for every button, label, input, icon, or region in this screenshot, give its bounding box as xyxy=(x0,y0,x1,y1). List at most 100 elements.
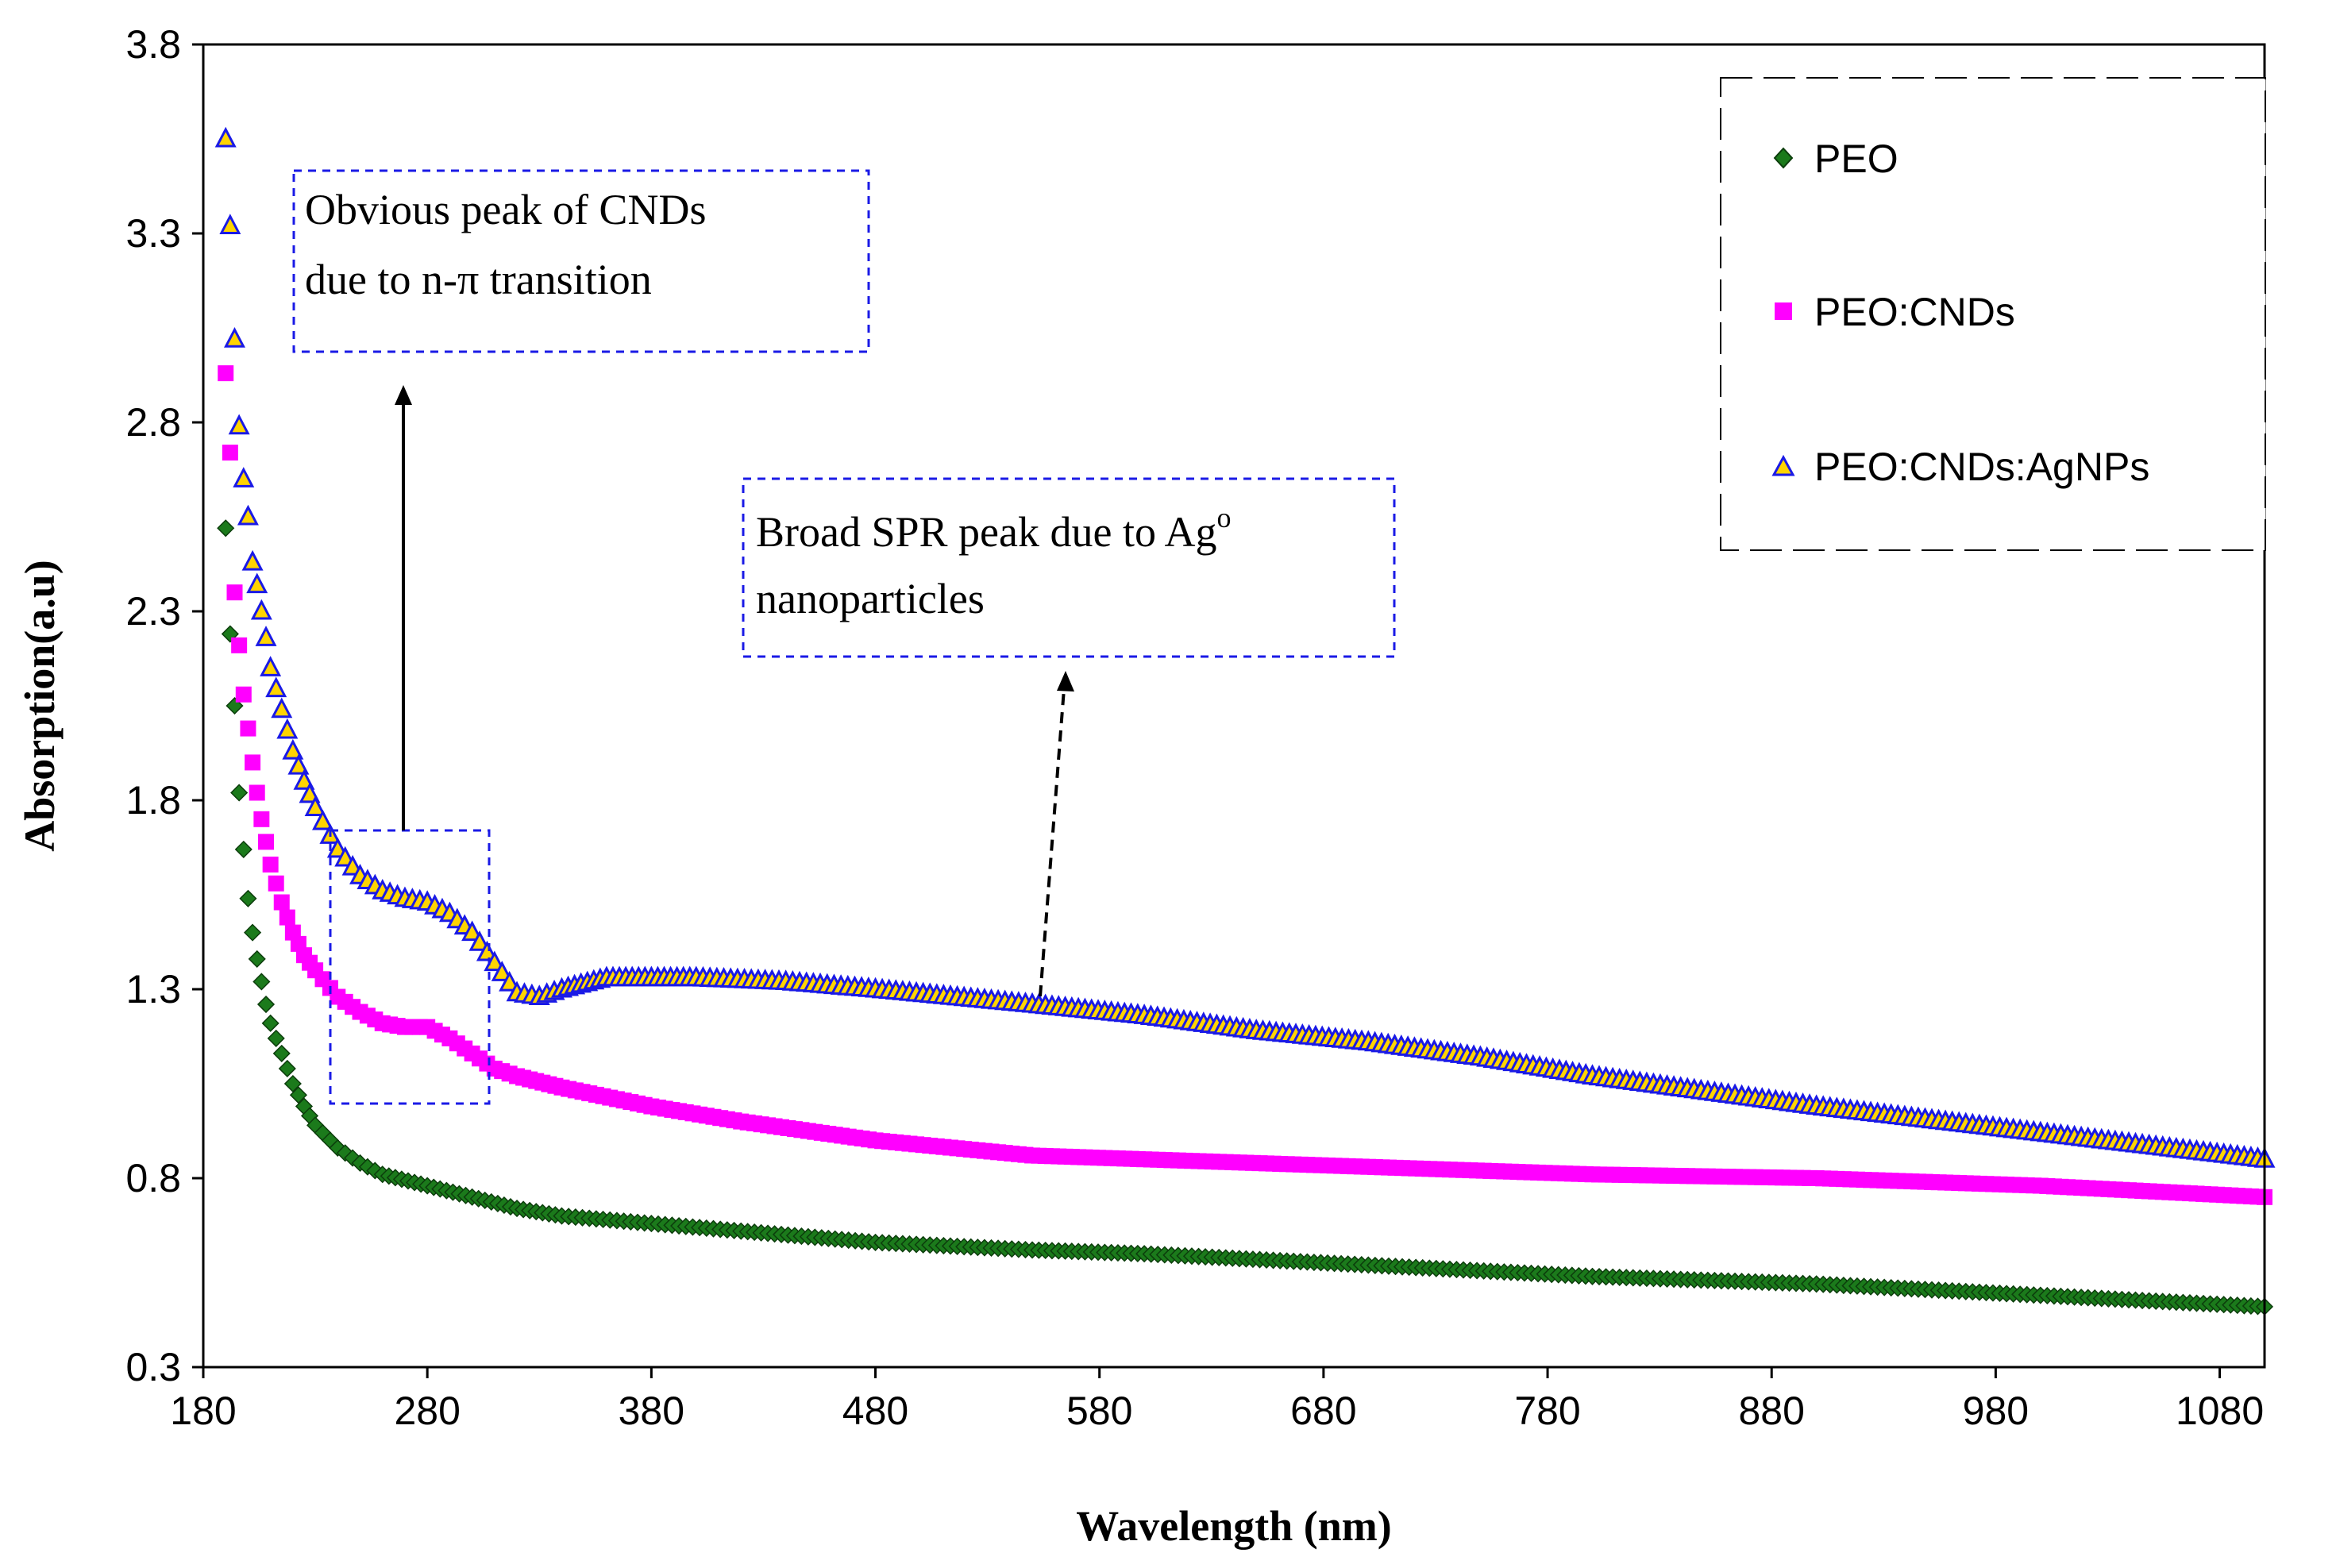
data-point xyxy=(262,856,279,873)
data-point xyxy=(230,784,249,802)
data-point xyxy=(256,995,276,1014)
data-point xyxy=(233,467,255,487)
y-tick-label: 0.3 xyxy=(125,1345,181,1389)
legend-label-peo-cnds: PEO:CNDs xyxy=(1814,290,2015,334)
y-tick-label: 2.8 xyxy=(125,400,181,445)
data-point xyxy=(252,973,271,991)
data-point xyxy=(214,126,237,148)
data-point xyxy=(226,584,243,601)
data-point xyxy=(279,909,295,926)
data-point xyxy=(293,769,315,790)
data-point xyxy=(272,1044,291,1062)
data-point xyxy=(240,720,256,737)
legend-item-peo-cnds: PEO:CNDs xyxy=(1775,290,2015,334)
data-point xyxy=(299,782,321,803)
data-point xyxy=(228,414,250,435)
data-point xyxy=(476,940,498,961)
legend-label-peo-cnds-agnps: PEO:CNDs:AgNPs xyxy=(1814,445,2149,489)
legend-label-peo: PEO xyxy=(1814,137,1898,181)
x-tick-label: 180 xyxy=(170,1389,236,1433)
y-tick-label: 0.8 xyxy=(125,1156,181,1200)
data-point xyxy=(258,834,275,850)
series-peo-cnds xyxy=(218,365,2272,1205)
data-point xyxy=(499,970,521,992)
axes: 180 280 380 480 580 680 780 880 980 1080 0.3 0.8 1.3… xyxy=(125,22,2264,1433)
x-tick-label: 680 xyxy=(1290,1389,1356,1433)
data-point xyxy=(267,1029,285,1047)
data-point xyxy=(246,572,268,594)
data-point xyxy=(491,961,513,981)
data-point xyxy=(312,809,333,830)
x-tick-label: 280 xyxy=(394,1389,460,1433)
data-point xyxy=(217,519,235,537)
spr-arrow-line xyxy=(1039,688,1066,997)
x-tick-label: 380 xyxy=(619,1389,684,1433)
data-point xyxy=(250,599,272,620)
x-axis-title: Wavelength (nm) xyxy=(1076,1502,1392,1550)
x-tick-label: 580 xyxy=(1066,1389,1132,1433)
legend-marker-peo xyxy=(1773,147,1794,169)
data-point xyxy=(222,445,238,461)
data-point xyxy=(278,1059,296,1078)
legend-marker-peo-cnds xyxy=(1775,302,1792,320)
y-tick-label: 3.3 xyxy=(125,211,181,256)
legend-box xyxy=(1720,77,2266,551)
data-point xyxy=(273,894,290,911)
data-point xyxy=(261,1014,279,1032)
x-tick-label: 980 xyxy=(1963,1389,2029,1433)
data-point xyxy=(237,504,259,526)
data-point xyxy=(304,796,326,817)
legend-item-peo-cnds-agnps: PEO:CNDs:AgNPs xyxy=(1771,445,2149,489)
data-point xyxy=(268,875,284,892)
annotation-spr-line-2: nanoparticles xyxy=(756,575,985,622)
y-tick-label: 1.8 xyxy=(125,778,181,823)
series-peo-cnds-agnps xyxy=(214,126,2276,1168)
data-point xyxy=(234,840,252,858)
data-point xyxy=(468,930,491,951)
annotation-cnds-box xyxy=(292,169,870,353)
x-tick-label: 480 xyxy=(842,1389,908,1433)
x-tick-label: 880 xyxy=(1738,1389,1804,1433)
plot-area-border xyxy=(202,43,2266,1369)
y-tick-label: 2.3 xyxy=(125,589,181,634)
data-point xyxy=(276,718,299,739)
data-point xyxy=(461,920,484,942)
x-tick-label: 1080 xyxy=(2176,1389,2264,1433)
data-point xyxy=(244,923,262,942)
data-point xyxy=(224,327,245,348)
annotation-cnds-line-2: due to n-π transition xyxy=(305,256,652,303)
legend-item-peo: PEO xyxy=(1773,137,1898,181)
legend-marker-peo-cnds-agnps xyxy=(1771,454,1795,476)
data-point xyxy=(231,637,248,653)
y-axis-title: Absorption(a.u) xyxy=(16,560,64,852)
cnds-highlight-box xyxy=(329,829,491,1105)
y-tick-label: 1.3 xyxy=(125,967,181,1011)
cnds-arrow-head xyxy=(395,385,412,405)
data-point xyxy=(271,697,293,719)
superscript-o: o xyxy=(1216,502,1231,534)
annotation-cnds-peak: Obvious peak of CNDs due to n-π transiti… xyxy=(292,169,870,1105)
data-point xyxy=(218,365,234,382)
data-point xyxy=(253,811,270,827)
data-point xyxy=(260,656,282,676)
legend: PEO PEO:CNDs PEO:CNDs:AgNPs xyxy=(1720,77,2266,551)
data-point xyxy=(282,738,304,760)
data-point xyxy=(249,784,265,801)
series-peo xyxy=(217,519,2274,1316)
data-point xyxy=(219,214,241,234)
data-point xyxy=(235,686,252,703)
spr-arrow-head xyxy=(1057,671,1074,692)
data-point xyxy=(283,1074,302,1093)
annotation-cnds-line-1: Obvious peak of CNDs xyxy=(305,186,706,233)
annotation-spr-peak: Broad SPR peak due to Ago nanoparticles xyxy=(742,477,1396,997)
data-point xyxy=(287,753,310,775)
y-tick-label: 3.8 xyxy=(125,22,181,67)
x-tick-label: 780 xyxy=(1514,1389,1580,1433)
data-point xyxy=(289,1086,307,1104)
data-point xyxy=(241,549,264,571)
annotation-spr-line-1: Broad SPR peak due to Ago xyxy=(756,502,1231,556)
data-markers xyxy=(214,126,2276,1316)
data-point xyxy=(245,754,261,771)
data-point xyxy=(248,950,266,968)
